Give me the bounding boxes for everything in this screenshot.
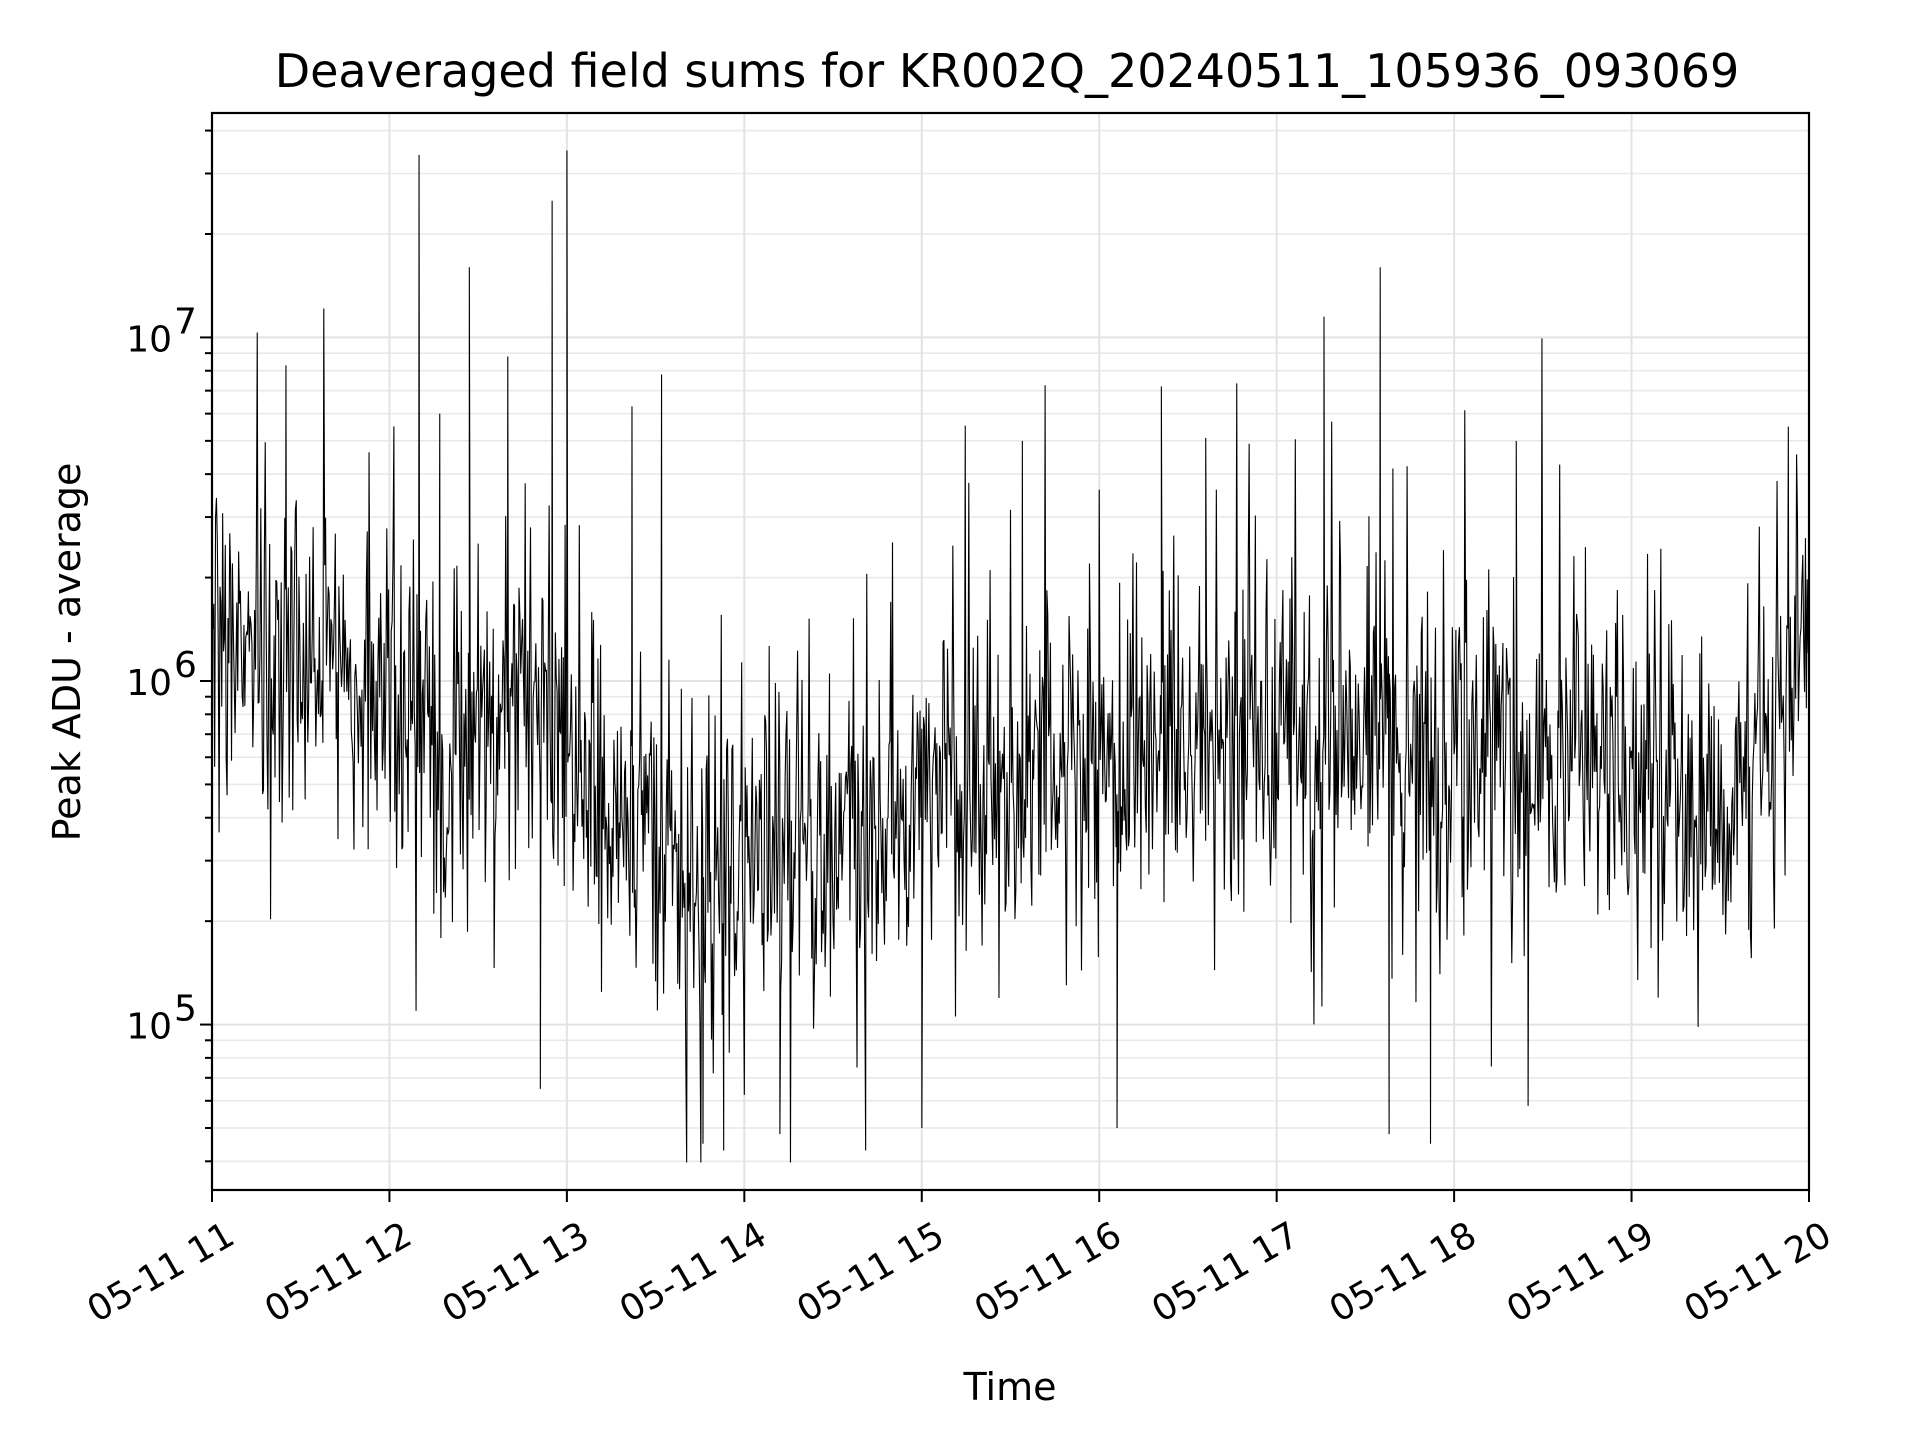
x-tick-label: 05-11 16 <box>968 1214 1129 1330</box>
y-tick-label: 10 <box>126 319 172 360</box>
y-tick-label: 10 <box>126 1007 172 1048</box>
series-line <box>211 150 1810 1163</box>
chart-title: Deaveraged field sums for KR002Q_2024051… <box>275 44 1740 98</box>
x-tick-label: 05-11 11 <box>81 1214 242 1330</box>
y-tick-exponent: 5 <box>174 989 197 1030</box>
plot-frame <box>210 111 1811 1192</box>
y-tick-label: 10 <box>126 663 172 704</box>
x-tick-label: 05-11 14 <box>613 1214 774 1330</box>
x-tick-label: 05-11 13 <box>436 1214 597 1330</box>
x-tick-label: 05-11 19 <box>1500 1214 1661 1330</box>
y-tick-exponent: 7 <box>174 301 197 342</box>
x-tick-label: 05-11 15 <box>790 1214 951 1330</box>
x-tick-label: 05-11 17 <box>1145 1214 1306 1330</box>
x-tick-label: 05-11 12 <box>258 1214 419 1330</box>
x-tick-label: 05-11 20 <box>1678 1214 1839 1330</box>
y-tick-exponent: 6 <box>174 645 197 686</box>
y-axis-label: Peak ADU - average <box>45 463 89 842</box>
x-tick-label: 05-11 18 <box>1323 1214 1484 1330</box>
x-axis-label: Time <box>963 1365 1057 1409</box>
x-axis: 05-11 11 05-11 12 05-11 13 05-11 14 05-11 15… <box>81 1190 1839 1331</box>
